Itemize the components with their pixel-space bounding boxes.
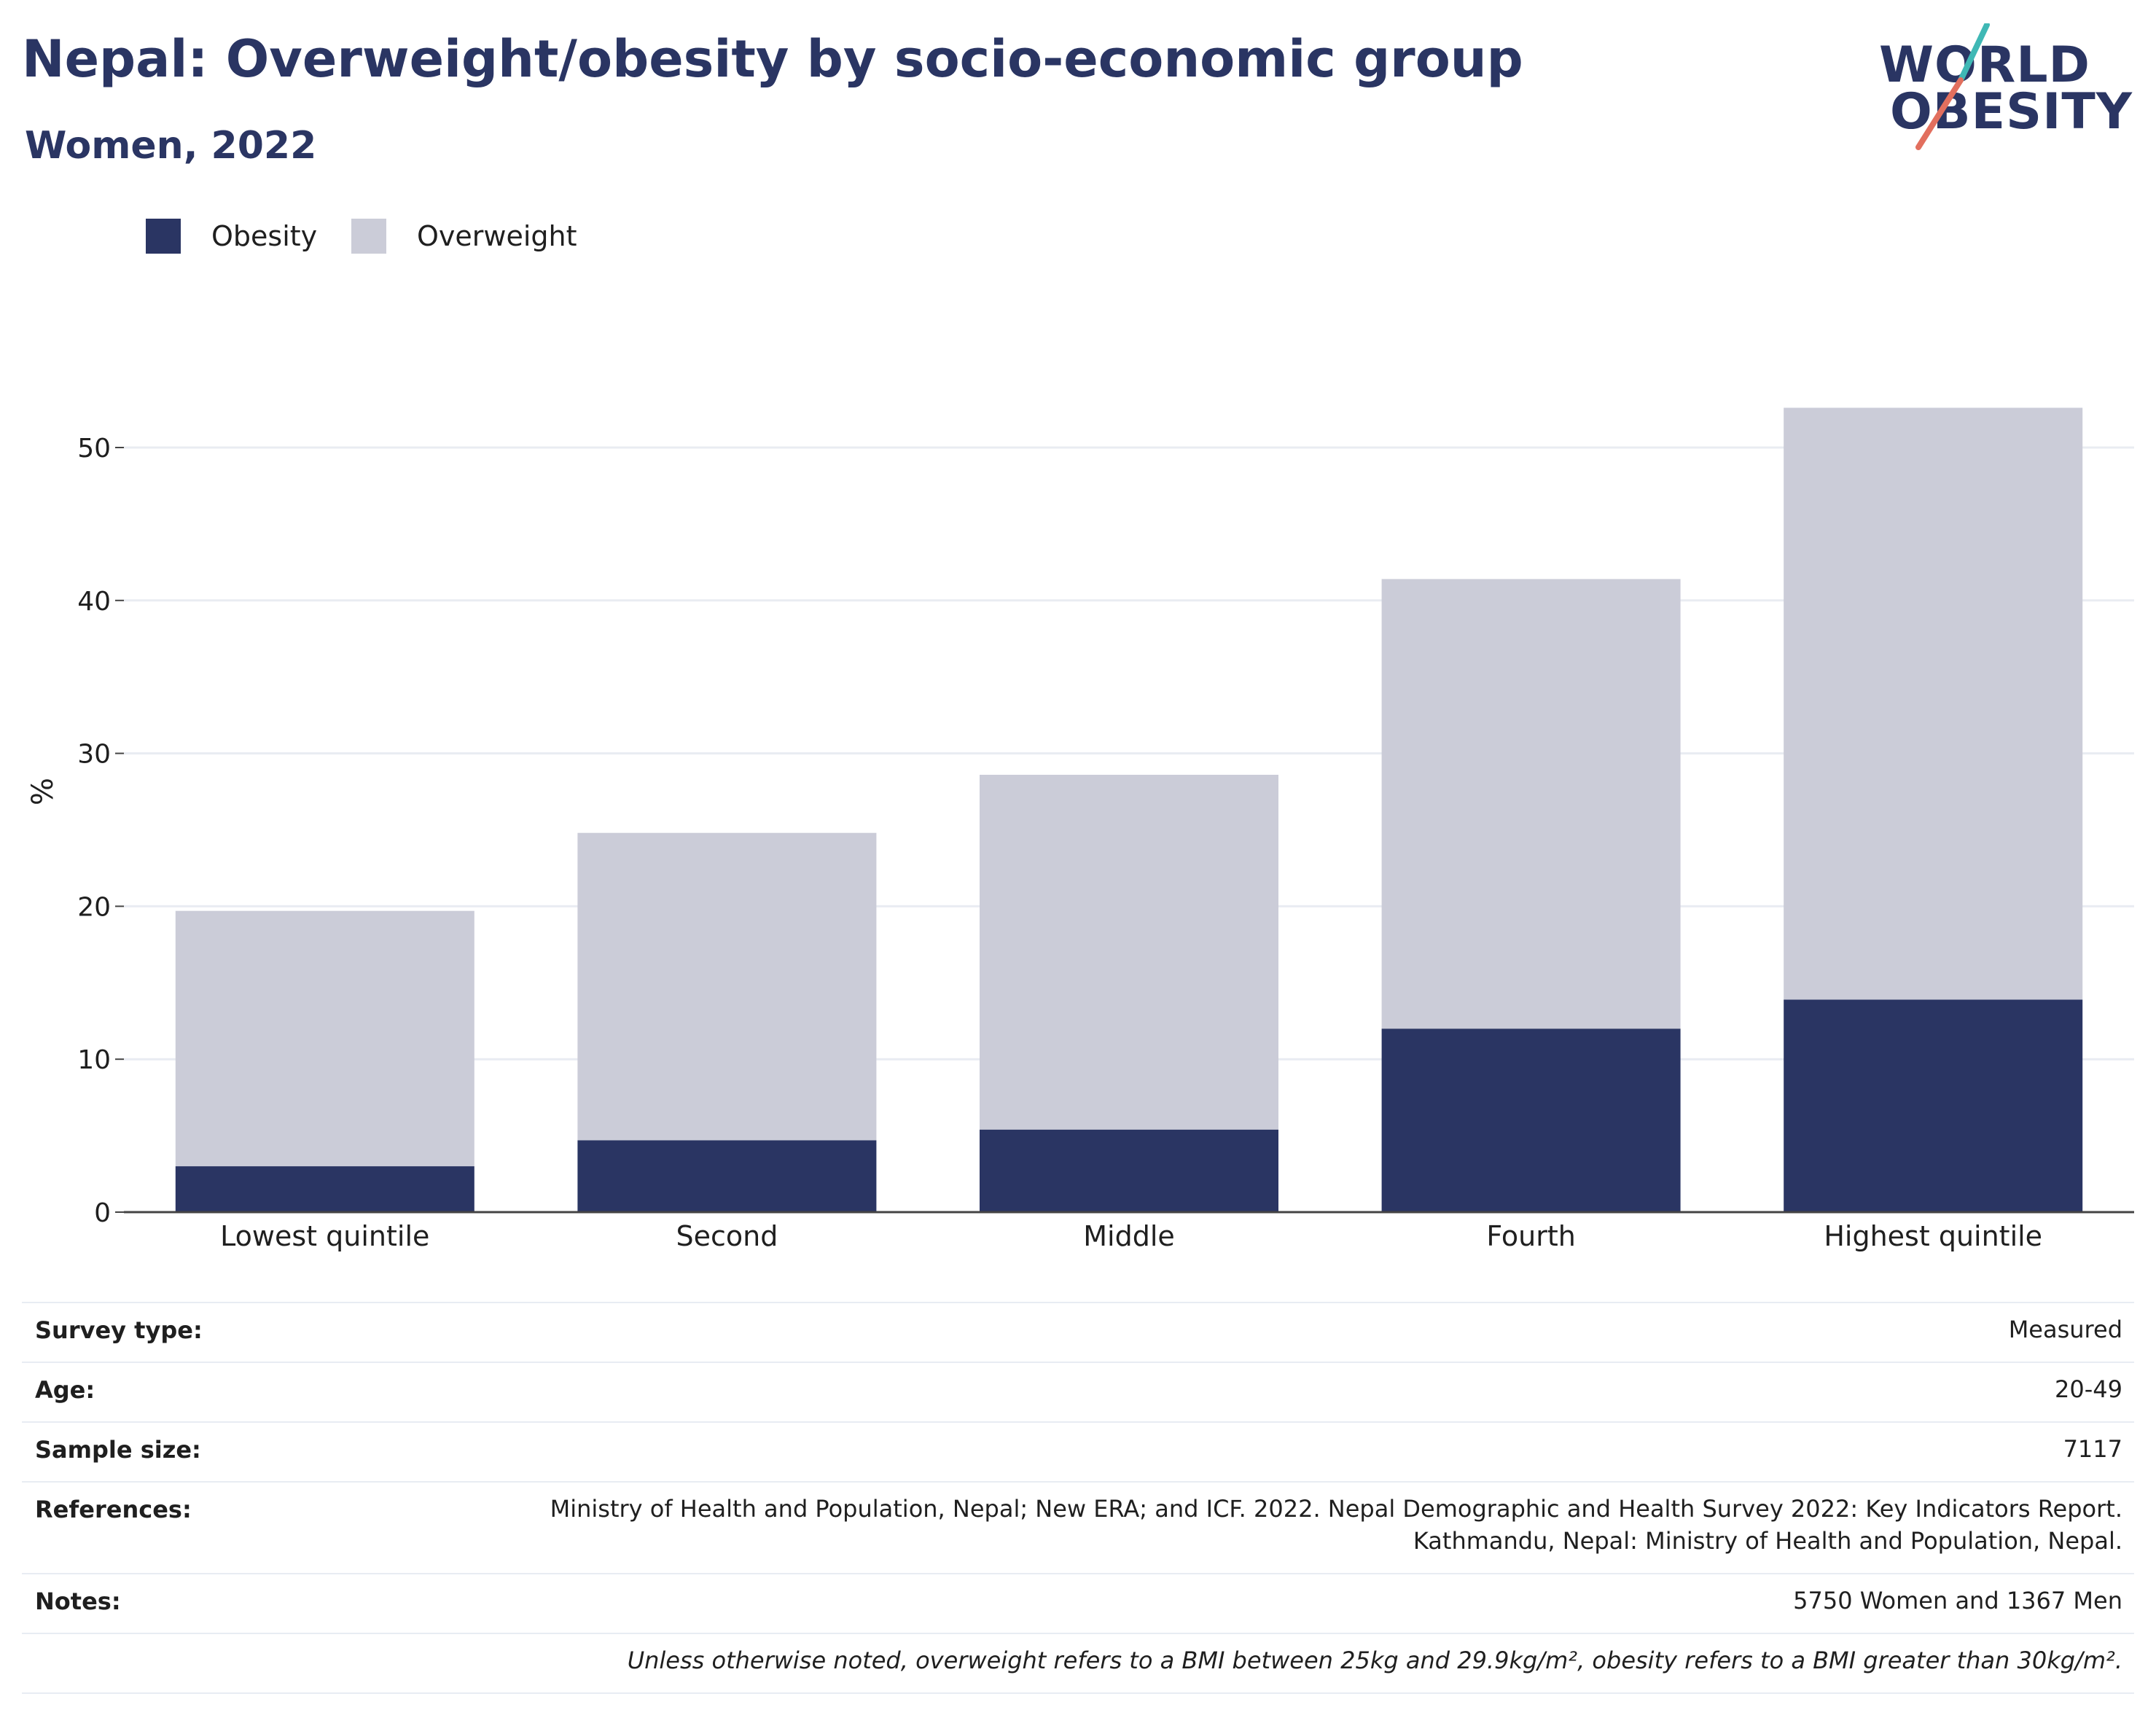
- info-row-notes: Notes: 5750 Women and 1367 Men: [22, 1573, 2134, 1633]
- info-value: 20-49: [2055, 1375, 2122, 1403]
- bar-overweight-3: [1381, 579, 1681, 1029]
- y-axis-label: %: [26, 778, 60, 805]
- info-key: References:: [35, 1496, 192, 1523]
- info-key: Age:: [35, 1376, 95, 1404]
- info-row-age: Age: 20-49: [22, 1362, 2134, 1421]
- x-tick-label: Middle: [1083, 1220, 1175, 1252]
- chart-title: Nepal: Overweight/obesity by socio-econo…: [22, 29, 1523, 89]
- info-key: Sample size:: [35, 1436, 201, 1464]
- logo-line-world: WORLD: [1879, 36, 2090, 94]
- bar-chart: 0 10 20 30 40 50% Lowest quintile Second Middle F…: [26, 407, 2134, 1252]
- y-tick-label: 0: [94, 1198, 111, 1228]
- info-value: 7117: [2063, 1435, 2122, 1463]
- logo-slash-icon: [1915, 23, 1990, 150]
- y-tick-label: 50: [77, 434, 111, 464]
- x-tick-label: Lowest quintile: [220, 1220, 429, 1252]
- bar-obesity-4: [1784, 999, 2083, 1212]
- bar-obesity-2: [980, 1129, 1278, 1212]
- legend-label-overweight: Overweight: [417, 220, 577, 252]
- info-key: Survey type:: [35, 1316, 203, 1344]
- bar-overweight-2: [980, 774, 1278, 1130]
- info-value-line2: Kathmandu, Nepal: Ministry of Health and…: [1413, 1527, 2122, 1555]
- info-value: Measured: [2008, 1316, 2122, 1343]
- chart-subtitle: Women, 2022: [25, 124, 317, 168]
- footnote-text: Unless otherwise noted, overweight refer…: [627, 1647, 2122, 1674]
- info-row-survey-type: Survey type: Measured: [22, 1302, 2134, 1362]
- bar-overweight-4: [1784, 407, 2083, 1000]
- legend-swatch-obesity: [146, 219, 181, 254]
- y-tick-label: 10: [77, 1045, 111, 1075]
- y-tick-label: 40: [77, 587, 111, 617]
- x-tick-label: Second: [676, 1220, 778, 1252]
- bar-obesity-1: [577, 1140, 877, 1212]
- world-obesity-logo: WORLD OBESITY: [1879, 23, 2141, 155]
- info-value: 5750 Women and 1367 Men: [1793, 1587, 2122, 1614]
- bar-obesity-0: [175, 1166, 474, 1212]
- x-tick-label: Highest quintile: [1824, 1220, 2042, 1252]
- legend-swatch-overweight: [351, 219, 386, 254]
- y-tick-label: 30: [77, 740, 111, 770]
- info-table: Survey type: Measured Age: 20-49 Sample …: [22, 1302, 2134, 1694]
- x-tick-label: Fourth: [1486, 1220, 1575, 1252]
- y-tick-label: 20: [77, 892, 111, 922]
- bar-overweight-0: [175, 910, 474, 1167]
- info-key: Notes:: [35, 1587, 121, 1615]
- info-row-references: References: Ministry of Health and Popul…: [22, 1481, 2134, 1573]
- bar-obesity-3: [1381, 1028, 1681, 1212]
- info-row-footnote: Unless otherwise noted, overweight refer…: [22, 1633, 2134, 1694]
- legend-label-obesity: Obesity: [211, 220, 318, 252]
- info-row-sample-size: Sample size: 7117: [22, 1421, 2134, 1481]
- bar-overweight-1: [577, 832, 877, 1141]
- info-value: Ministry of Health and Population, Nepal…: [550, 1495, 2122, 1523]
